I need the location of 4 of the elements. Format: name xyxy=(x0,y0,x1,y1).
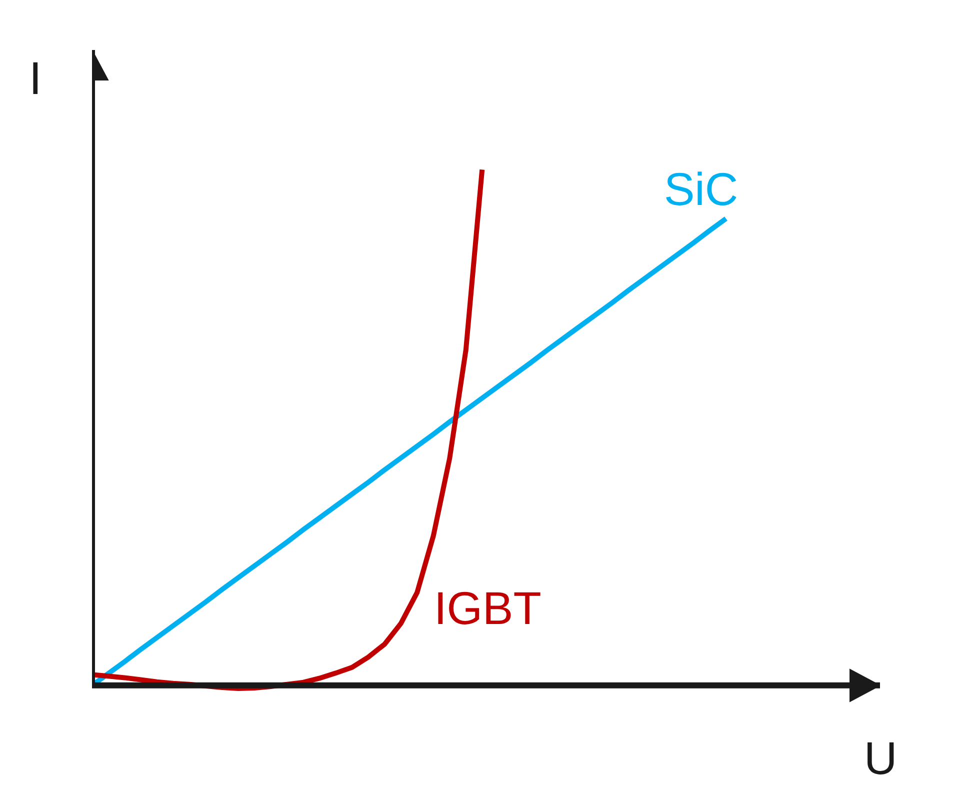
x-axis-title: U xyxy=(864,732,898,784)
series-label: SiC xyxy=(664,163,738,215)
y-axis-title: I xyxy=(29,52,42,104)
series-label: IGBT xyxy=(434,582,542,634)
